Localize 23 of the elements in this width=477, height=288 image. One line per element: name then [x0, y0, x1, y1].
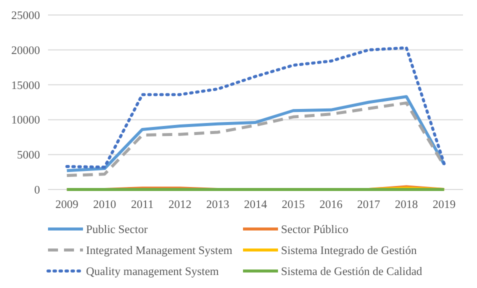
- x-tick-label: 2016: [319, 199, 343, 211]
- x-tick-label: 2014: [244, 199, 268, 211]
- x-tick-label: 2018: [394, 199, 418, 211]
- legend-label: Sistema de Gestión de Calidad: [281, 266, 422, 278]
- legend-label: Quality management System: [86, 266, 219, 278]
- y-tick-label: 5000: [17, 150, 40, 162]
- x-tick-label: 2009: [55, 199, 79, 211]
- legend-label: Public Sector: [86, 224, 148, 236]
- x-tick-label: 2015: [282, 199, 305, 211]
- y-tick-label: 10000: [11, 114, 40, 127]
- x-tick-label: 2013: [206, 199, 230, 211]
- x-tick-label: 2011: [131, 199, 154, 211]
- x-tick-label: 2010: [93, 199, 116, 211]
- y-tick-label: 20000: [11, 44, 40, 57]
- legend-label: Sector Público: [281, 224, 349, 236]
- y-tick-label: 15000: [11, 80, 40, 92]
- y-tick-label: 0: [34, 184, 40, 196]
- x-tick-label: 2019: [432, 199, 456, 211]
- legend-label: Sistema Integrado de Gestión: [281, 245, 417, 257]
- x-tick-label: 2017: [357, 199, 380, 211]
- legend-label: Integrated Management System: [86, 245, 232, 257]
- x-tick-label: 2012: [168, 199, 192, 211]
- y-tick-label: 25000: [11, 10, 40, 22]
